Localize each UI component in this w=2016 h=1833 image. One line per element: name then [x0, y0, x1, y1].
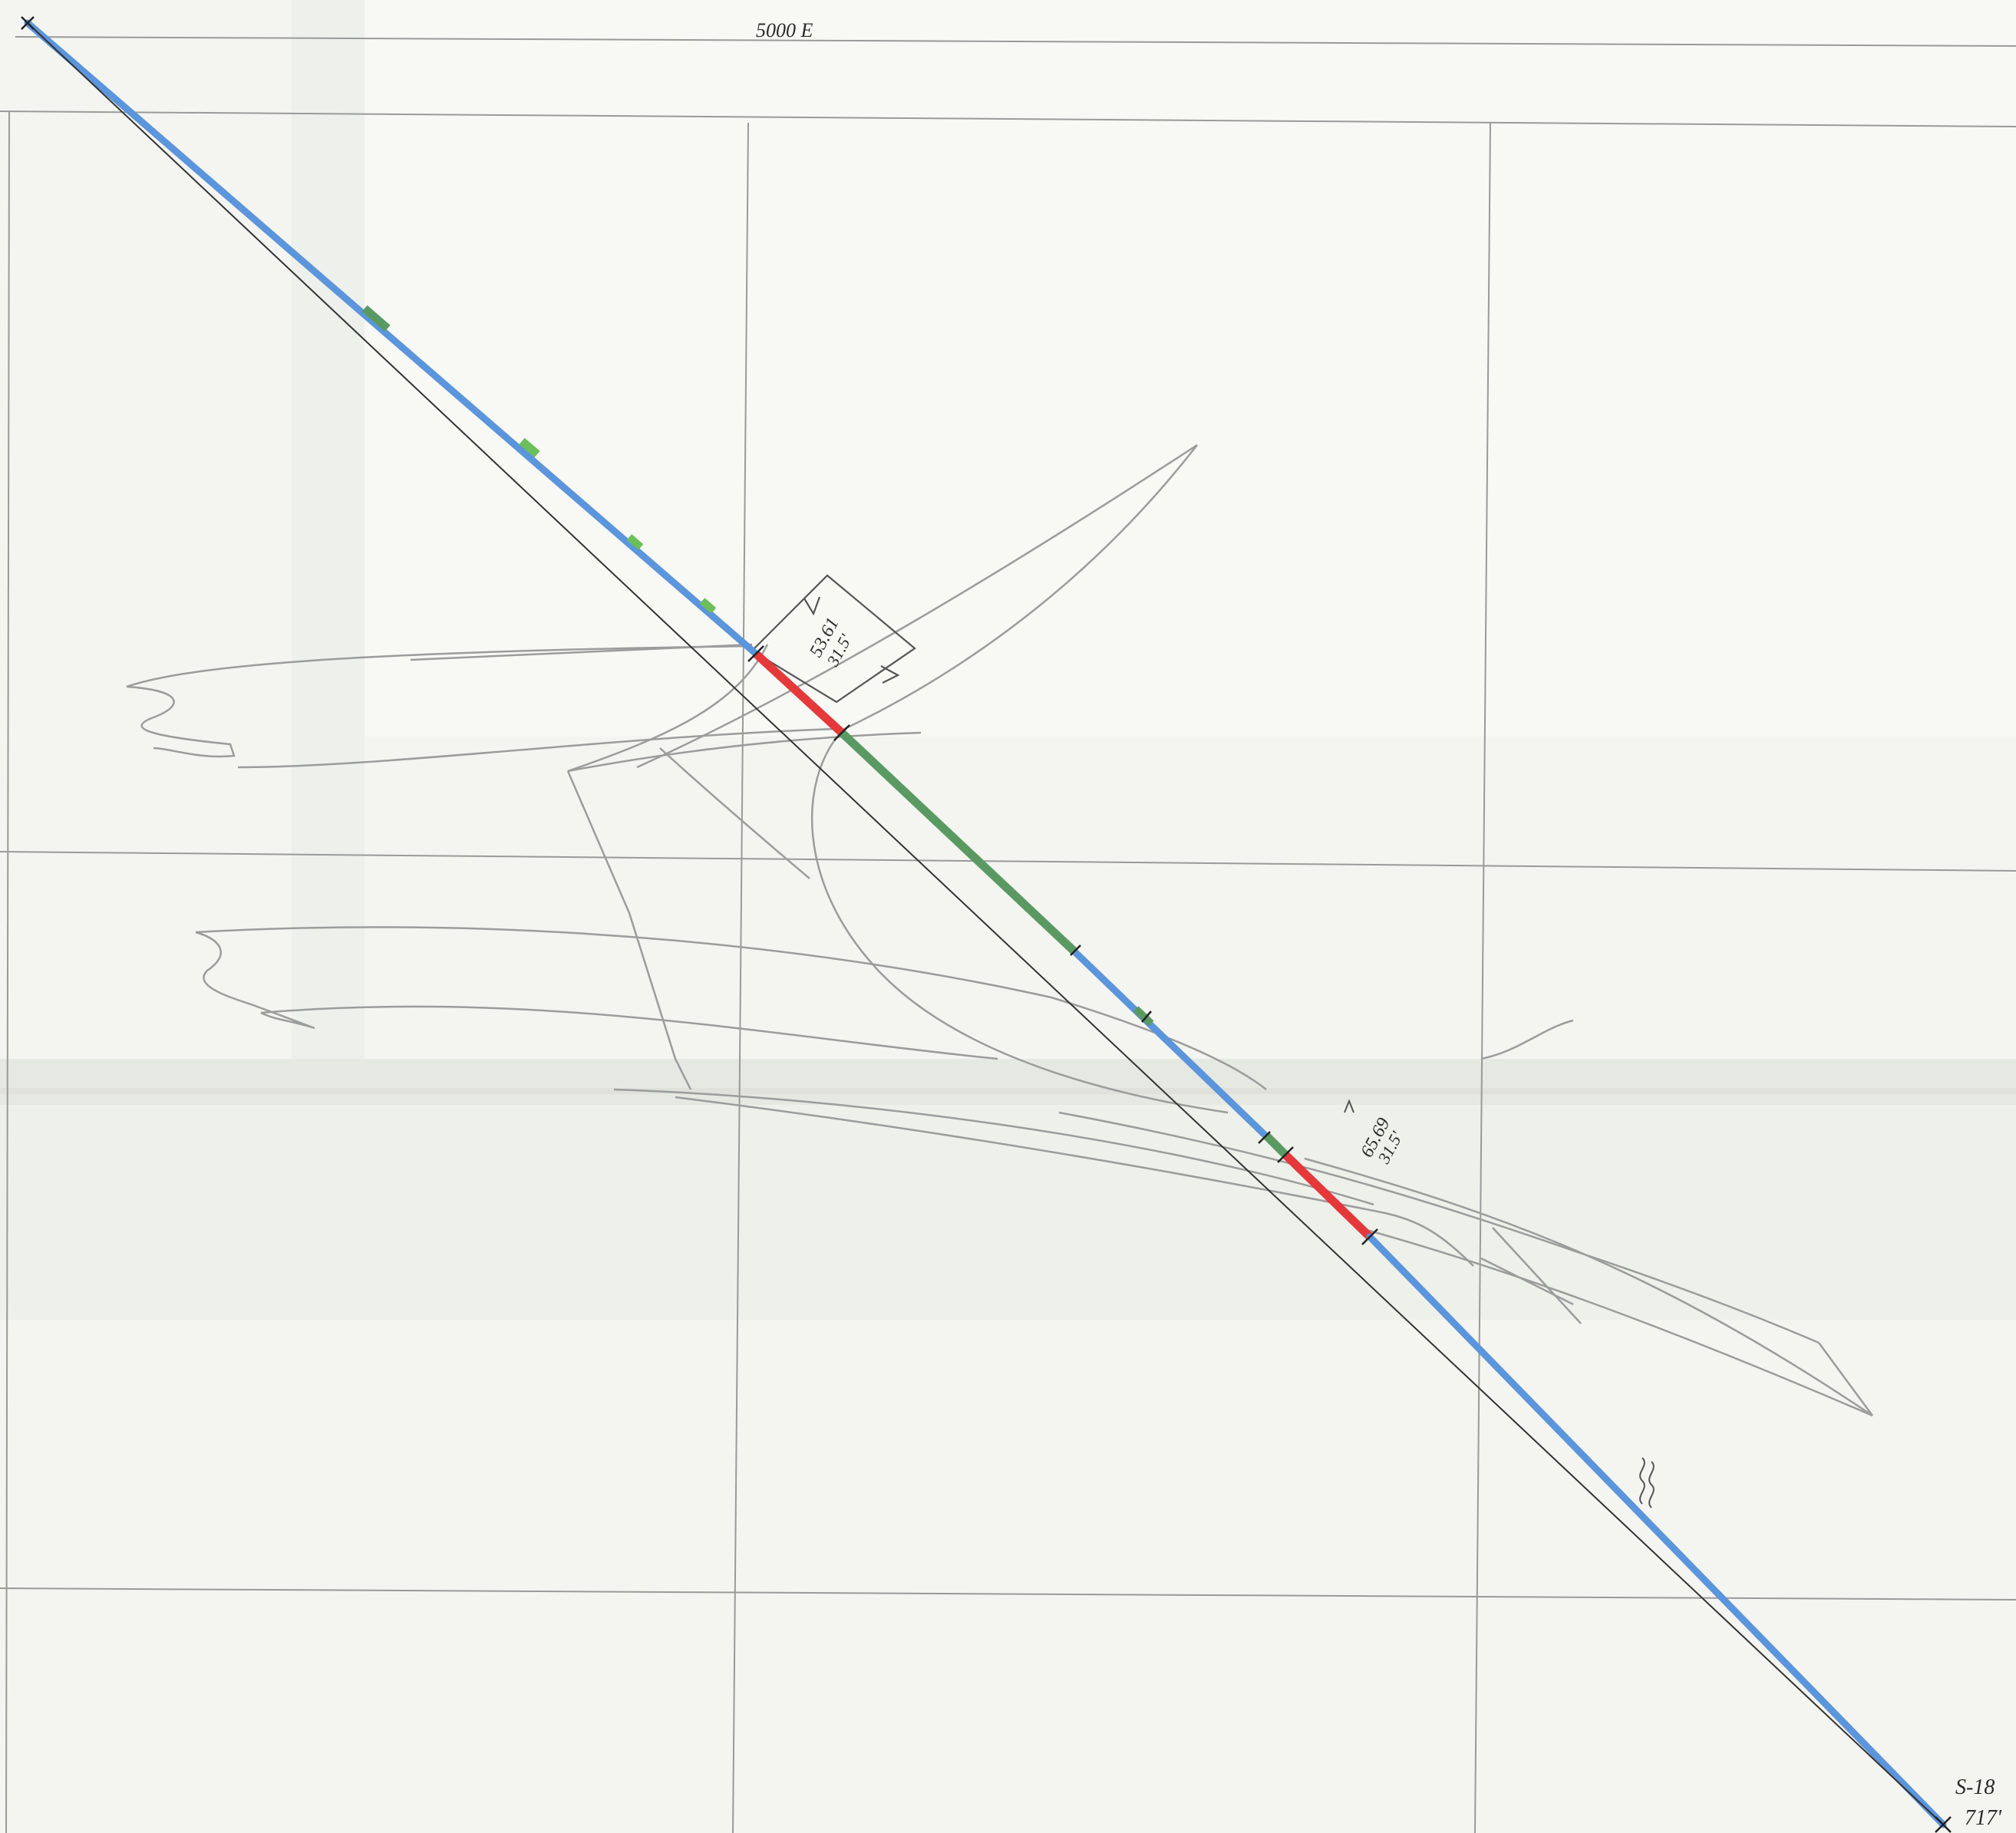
grid-line-v2 [1474, 122, 1491, 1833]
contact-line-6 [613, 1088, 1374, 1206]
tick [833, 724, 850, 741]
drillhole-zone-red-lower [1282, 1152, 1373, 1240]
contact-line-7 [675, 1096, 1474, 1267]
callout-box-upper [751, 574, 916, 704]
drillhole-centerline [27, 22, 1944, 1825]
contact-right-cut-2 [1480, 1257, 1574, 1306]
end-of-hole-marker [1935, 1816, 1952, 1833]
contact-hook [811, 732, 1229, 1114]
contact-fold-2 [195, 931, 315, 1030]
callout-tick-lower [1344, 1099, 1354, 1113]
fold-shadow [0, 1059, 2016, 1105]
contact-right-limb-2 [1304, 1157, 1873, 1417]
tick [1070, 945, 1081, 956]
contact-line-4 [195, 926, 1267, 1090]
contact-line-5 [260, 1005, 998, 1060]
grid-line-h1 [0, 110, 2016, 127]
drillhole-zone-blue-3 [1366, 1233, 1947, 1828]
drillhole-zone-green-d [699, 598, 717, 614]
contact-left-fault [566, 770, 692, 1090]
drillhole-zone-blue-1 [24, 19, 760, 658]
collar-marker [21, 16, 35, 30]
fault-squiggle-symbol [1639, 1457, 1655, 1508]
drillhole-zone-green-main [839, 729, 1077, 955]
contact-core-3 [659, 747, 810, 879]
grid [0, 36, 2016, 1833]
callout-tick-upper-2 [880, 665, 900, 684]
grid-label: 5000 E [756, 19, 813, 41]
lower-shading [0, 1105, 2016, 1320]
drillhole-label: S-18 [1955, 1775, 1995, 1799]
drillhole-ticks [747, 645, 1378, 1245]
tick [1141, 1010, 1152, 1023]
drillhole-zone-green-b [519, 437, 540, 458]
drillhole-zone-blue-2 [1071, 948, 1288, 1158]
tick [1258, 1131, 1271, 1144]
tick [747, 645, 764, 662]
contact-core [567, 644, 769, 773]
contact-right-limb [1058, 1111, 1820, 1344]
grid-line-v1 [732, 122, 749, 1833]
drillhole-zone-green-f [1263, 1132, 1288, 1158]
contact-upper-limb-2 [836, 444, 1198, 734]
drillhole-zone-green-a [361, 305, 391, 332]
fold-crease [0, 1088, 2016, 1094]
drillhole-zone-red-upper [753, 650, 845, 737]
drillhole-trace [21, 16, 1952, 1833]
tape-strip [292, 0, 365, 1113]
fold-crease-wrinkle [1480, 1019, 1574, 1060]
clean-paper-patch [365, 0, 2016, 737]
contact-line-3 [237, 727, 837, 769]
contact-line-2 [126, 645, 753, 688]
grid-line-h3 [0, 1587, 2016, 1601]
contact-upper-limb [636, 443, 1198, 769]
grid-line-top [15, 36, 2016, 47]
geology-contacts [126, 443, 1874, 1417]
upper-intercept-callout [751, 574, 916, 704]
tick [1277, 1146, 1294, 1163]
grid-line-h2 [0, 851, 2016, 872]
contact-fold-1 [126, 685, 236, 758]
contact-right-tip [1817, 1342, 1874, 1416]
contact-right-limb-3 [1358, 1226, 1873, 1417]
drillhole-depth-label: 717' [1965, 1806, 2002, 1830]
contact-core-2 [567, 731, 922, 773]
drillhole-zone-green-c [626, 534, 644, 550]
drillhole-zone-green-e [1133, 1006, 1154, 1027]
callout-tick-upper-1 [803, 596, 821, 616]
tick [1361, 1228, 1378, 1245]
grid-line-v0 [5, 110, 10, 1833]
contact-right-cut [1492, 1227, 1582, 1324]
